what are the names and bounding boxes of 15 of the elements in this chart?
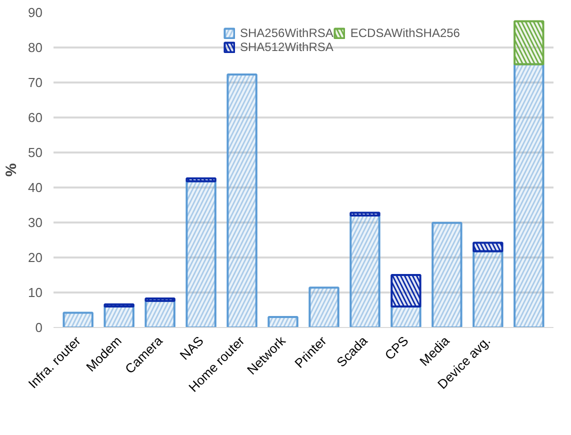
y-axis-title: % — [3, 163, 20, 177]
y-tick-label: 80 — [28, 40, 43, 55]
x-tick-label: CPS — [382, 332, 412, 363]
y-tick-label: 0 — [35, 320, 43, 335]
y-tick-label: 10 — [28, 285, 43, 300]
y-tick-label: 30 — [28, 215, 43, 230]
legend-label: SHA512WithRSA — [240, 40, 334, 54]
y-tick-label: 20 — [28, 250, 43, 265]
y-tick-label: 70 — [28, 75, 43, 90]
y-tick-label: 90 — [28, 5, 43, 20]
legend-label: SHA256WithRSA — [240, 26, 334, 40]
y-tick-label: 60 — [28, 110, 43, 125]
y-tick-label: 50 — [28, 145, 43, 160]
legend-label: ECDSAWithSHA256 — [350, 26, 460, 40]
y-tick-label: 40 — [28, 180, 43, 195]
